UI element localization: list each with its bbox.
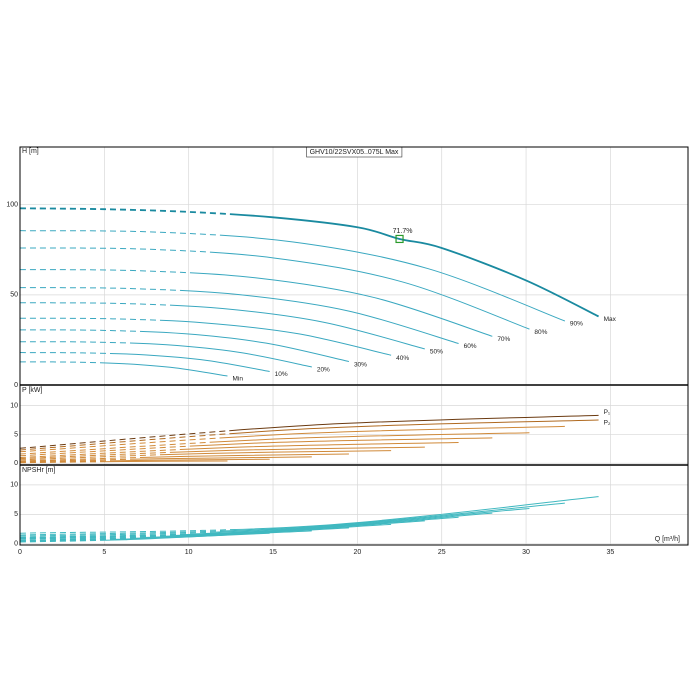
curve — [19, 446, 425, 460]
curve — [19, 341, 312, 368]
curve — [19, 507, 530, 537]
curve-label: 10% — [275, 371, 288, 378]
curve — [19, 425, 565, 453]
y-tick-label: 5 — [14, 431, 18, 438]
x-tick-label: 35 — [607, 549, 615, 556]
curve — [19, 247, 530, 330]
curve-label: 20% — [317, 367, 330, 374]
x-tick-label: 25 — [438, 549, 446, 556]
curve — [19, 442, 459, 459]
chart-title: GHV10/22SVX05..075L Max — [310, 149, 399, 156]
y-tick-label: 0 — [14, 382, 18, 389]
curve-label: 50% — [430, 349, 443, 356]
curve-label: P₂ — [604, 420, 611, 427]
x-tick-label: 10 — [185, 549, 193, 556]
curve — [19, 414, 599, 449]
curve — [19, 302, 425, 350]
curve — [19, 460, 228, 464]
curve — [19, 207, 599, 318]
annotation: 71.7% — [393, 228, 413, 235]
y-tick-label: 5 — [14, 511, 18, 518]
curve — [19, 419, 599, 451]
curve — [19, 230, 566, 322]
curve-label: Min — [232, 376, 243, 383]
curve-label: 40% — [396, 355, 409, 362]
operating-point — [395, 234, 404, 244]
curve — [19, 502, 565, 536]
x-tick-label: 0 — [18, 549, 22, 556]
curve-label: 80% — [534, 329, 547, 336]
x-tick-label: 30 — [522, 549, 530, 556]
x-tick-label: 5 — [102, 549, 106, 556]
curve-label: 30% — [354, 361, 367, 368]
curve — [19, 450, 392, 461]
x-tick-label: 15 — [269, 549, 277, 556]
x-tick-label: 20 — [353, 549, 361, 556]
curve-label: 60% — [464, 343, 477, 350]
curve — [19, 269, 493, 337]
curve — [19, 496, 599, 534]
curve — [19, 361, 228, 377]
y-axis-label: H [m] — [22, 148, 39, 155]
curve — [19, 437, 493, 457]
y-tick-label: 10 — [10, 482, 18, 489]
y-tick-label: 10 — [10, 402, 18, 409]
curve — [19, 453, 349, 462]
curve — [19, 456, 312, 463]
curve — [19, 534, 228, 543]
curve — [19, 287, 459, 345]
x-axis-label: Q [m³/h] — [655, 536, 680, 543]
y-axis-label: P [kW] — [22, 387, 43, 394]
y-tick-label: 0 — [14, 541, 18, 548]
curve — [19, 317, 392, 356]
plot-frame — [19, 146, 689, 546]
curve — [19, 458, 270, 463]
y-tick-label: 0 — [14, 460, 18, 467]
y-tick-label: 100 — [6, 202, 18, 209]
curve-label: P₁ — [604, 409, 611, 416]
curve-label: 70% — [497, 336, 510, 343]
curve — [19, 329, 350, 363]
curve — [19, 352, 270, 372]
y-axis-label: NPSHr [m] — [22, 467, 56, 474]
curve-label: Max — [604, 316, 617, 323]
y-tick-label: 50 — [10, 292, 18, 299]
curve — [19, 432, 530, 455]
curve-label: 90% — [570, 321, 583, 328]
